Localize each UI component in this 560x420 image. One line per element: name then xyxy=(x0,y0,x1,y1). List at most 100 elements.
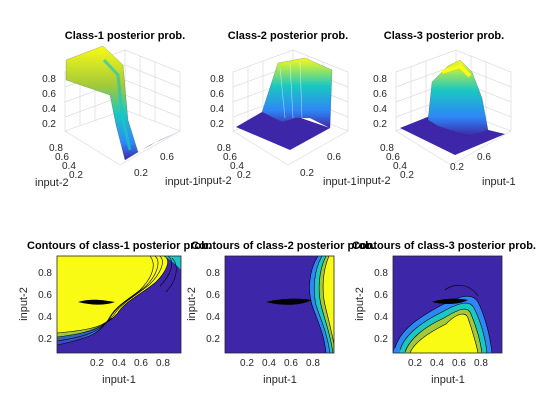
x-tick-label: 0.2 xyxy=(300,168,314,179)
surface-panel-3: Class-3 posterior prob. 0.8 0.6 0.4 0.2 … xyxy=(357,30,516,188)
contour-panel-1: Contours of class-1 posterior prob. 0.2 … xyxy=(18,240,211,386)
panel-title: Class-3 posterior prob. xyxy=(384,30,504,42)
x-tick-label: 0.2 xyxy=(240,358,254,369)
x-tick-label: 0.8 xyxy=(306,358,320,369)
x-tick-label: 0.4 xyxy=(112,358,126,369)
y-tick-label: 0.2 xyxy=(400,170,414,181)
y-tick-label: 0.8 xyxy=(38,268,52,279)
y-tick-label: 0.6 xyxy=(38,290,52,301)
surface-panel-2: Class-2 posterior prob. 0.8 0.6 0.4 0.2 … xyxy=(198,30,357,188)
z-tick-label: 0.8 xyxy=(210,74,224,85)
contour-lines xyxy=(57,256,177,346)
surface-mesh xyxy=(261,57,333,129)
x-ticks: 0.2 0.6 xyxy=(450,152,491,173)
y-tick-label: 0.4 xyxy=(374,312,388,323)
y-tick-label: 0.6 xyxy=(55,152,69,163)
z-ticks: 0.8 0.6 0.4 0.2 xyxy=(210,74,224,130)
panel-title: Class-1 posterior prob. xyxy=(65,30,185,42)
y-tick-label: 0.2 xyxy=(237,170,251,181)
contour-panel-3: Contours of class-3 posterior prob. 0.2 … xyxy=(352,240,536,386)
x-tick-label: 0.2 xyxy=(408,358,422,369)
x-tick-label: 0.6 xyxy=(477,152,491,163)
x-ticks: 0.2 0.6 xyxy=(300,152,341,179)
x-ticks: 0.2 0.4 0.6 0.8 xyxy=(90,358,170,369)
z-ticks: 0.8 0.6 0.4 0.2 xyxy=(373,74,387,130)
surface-base xyxy=(236,112,330,150)
y-tick-label: 0.6 xyxy=(206,290,220,301)
plot-area xyxy=(56,255,182,354)
panel-title: Class-2 posterior prob. xyxy=(228,30,348,42)
y-tick-label: 0.8 xyxy=(217,143,231,154)
x-axis-label: input-1 xyxy=(102,374,136,386)
x-tick-label: 0.2 xyxy=(90,358,104,369)
y-tick-label: 0.6 xyxy=(223,152,237,163)
z-tick-label: 0.8 xyxy=(42,74,56,85)
z-tick-label: 0.6 xyxy=(210,89,224,100)
z-tick-label: 0.4 xyxy=(210,104,224,115)
panel-title: Contours of class-1 posterior prob. xyxy=(27,240,211,252)
x-axis-label: input-1 xyxy=(431,374,465,386)
x-tick-label: 0.6 xyxy=(160,152,174,163)
y-ticks: 0.8 0.6 0.4 0.2 xyxy=(217,143,251,181)
x-ticks: 0.2 0.6 xyxy=(134,152,174,179)
y-tick-label: 0.2 xyxy=(38,334,52,345)
contour-lines xyxy=(309,256,334,353)
y-tick-label: 0.4 xyxy=(230,161,244,172)
y-tick-label: 0.2 xyxy=(69,170,83,181)
x-tick-label: 0.8 xyxy=(474,358,488,369)
contour-fill xyxy=(393,256,502,353)
surface-base xyxy=(400,116,505,155)
y-tick-label: 0.4 xyxy=(393,161,407,172)
x-axis-label: input-1 xyxy=(165,176,199,188)
x-ticks: 0.2 0.4 0.6 0.8 xyxy=(408,358,488,369)
contour-panel-2: Contours of class-2 posterior prob. 0.2 … xyxy=(186,240,375,386)
contour-fill xyxy=(225,256,334,353)
y-axis-label: input-2 xyxy=(186,287,198,321)
y-tick-label: 0.8 xyxy=(206,268,220,279)
plot-area xyxy=(392,255,503,354)
x-tick-label: 0.6 xyxy=(284,358,298,369)
z-tick-label: 0.2 xyxy=(373,119,387,130)
x-tick-label: 0.6 xyxy=(452,358,466,369)
y-tick-label: 0.6 xyxy=(386,152,400,163)
y-tick-label: 0.6 xyxy=(374,290,388,301)
x-tick-label: 0.6 xyxy=(134,358,148,369)
surface-panel-1: Class-1 posterior prob. 0.8 0.6 0.4 0.2 … xyxy=(35,30,199,189)
y-tick-label: 0.8 xyxy=(49,143,63,154)
y-axis-label: input-2 xyxy=(198,175,232,187)
z-tick-label: 0.8 xyxy=(373,74,387,85)
contour-lines xyxy=(394,284,493,353)
y-ticks: 0.8 0.6 0.4 0.2 xyxy=(38,268,52,345)
y-tick-label: 0.4 xyxy=(62,161,76,172)
x-tick-label: 0.8 xyxy=(156,358,170,369)
x-tick-label: 0.4 xyxy=(262,358,276,369)
x-tick-label: 0.4 xyxy=(430,358,444,369)
panel-title: Contours of class-2 posterior prob. xyxy=(191,240,375,252)
y-tick-label: 0.8 xyxy=(380,143,394,154)
surface-mesh xyxy=(427,59,489,137)
x-tick-label: 0.2 xyxy=(134,168,148,179)
y-axis-label: input-2 xyxy=(35,177,69,189)
panel-title: Contours of class-3 posterior prob. xyxy=(352,240,536,252)
plot-area xyxy=(224,255,335,354)
z-tick-label: 0.4 xyxy=(373,104,387,115)
y-tick-label: 0.2 xyxy=(374,334,388,345)
z-tick-label: 0.6 xyxy=(373,89,387,100)
y-axis-label: input-2 xyxy=(354,287,366,321)
y-ticks: 0.8 0.6 0.4 0.2 xyxy=(380,143,414,181)
y-ticks: 0.8 0.6 0.4 0.2 xyxy=(49,143,83,181)
y-tick-label: 0.4 xyxy=(38,312,52,323)
x-axis-label: input-1 xyxy=(323,176,357,188)
x-tick-label: 0.2 xyxy=(450,162,464,173)
z-ticks: 0.8 0.6 0.4 0.2 xyxy=(42,74,56,130)
z-tick-label: 0.2 xyxy=(42,119,56,130)
z-tick-label: 0.6 xyxy=(42,89,56,100)
y-tick-label: 0.4 xyxy=(206,312,220,323)
x-axis-label: input-1 xyxy=(482,176,516,188)
z-tick-label: 0.2 xyxy=(210,119,224,130)
x-ticks: 0.2 0.4 0.6 0.8 xyxy=(240,358,320,369)
y-ticks: 0.8 0.6 0.4 0.2 xyxy=(374,268,388,345)
x-axis-label: input-1 xyxy=(263,374,297,386)
y-tick-label: 0.8 xyxy=(374,268,388,279)
